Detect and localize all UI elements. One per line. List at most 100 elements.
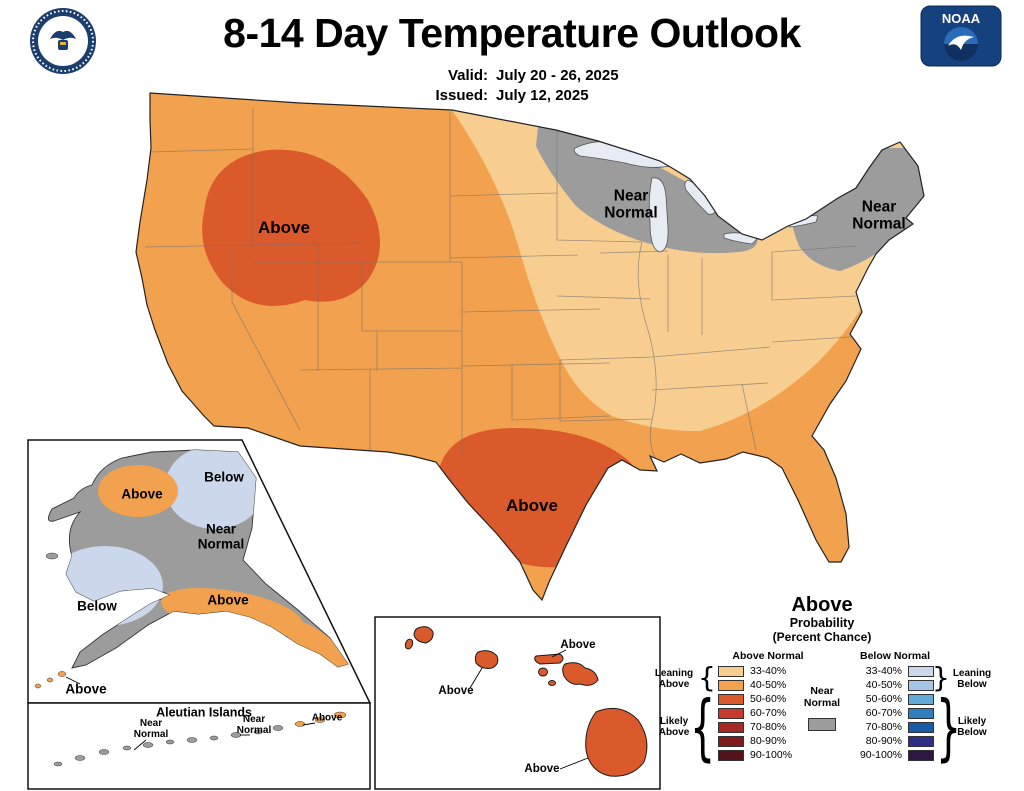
- label-pointer-line: [65, 676, 81, 685]
- legend-above-swatch: [718, 679, 744, 691]
- legend-row-label-above: 50-60%: [750, 693, 787, 705]
- legend-group-likely-above: Likely Above: [658, 716, 690, 738]
- hawaii-label-above-west: Above: [438, 684, 474, 697]
- hawaii-label-above-northwest: Above: [560, 638, 596, 651]
- leaning-above-brace: {: [698, 661, 716, 694]
- legend-row-label-below: 33-40%: [865, 665, 902, 677]
- legend-row-label-above: 70-80%: [750, 721, 787, 733]
- legend-group-leaning-above: Leaning Above: [654, 668, 694, 690]
- aleutian-label-above: Above: [311, 712, 343, 724]
- issued-value: July 12, 2025: [496, 87, 589, 104]
- hawaii-inset-border: [374, 616, 661, 790]
- legend-below-swatch: [908, 721, 934, 733]
- issued-label: Issued:: [435, 87, 488, 104]
- leaning-below-brace: }: [932, 661, 950, 694]
- alaska-label-above-south: Above: [207, 592, 249, 608]
- aleutian-label-near-normal-west: Near Normal: [133, 718, 169, 740]
- alaska-label-below-north: Below: [204, 469, 244, 485]
- island-maui: [562, 662, 599, 686]
- aleutian-islands: [53, 711, 347, 767]
- likely-above-brace: {: [690, 685, 716, 769]
- aleutian-inset-border: [27, 702, 371, 790]
- great-lakes: [573, 141, 819, 253]
- legend-row: 50-60% 50-60%: [718, 692, 934, 706]
- legend-row-label-below: 40-50%: [865, 679, 902, 691]
- island-kauai: [413, 626, 434, 644]
- legend-subtitle: Probability: [789, 616, 855, 630]
- island-oahu: [474, 650, 499, 669]
- conus-label-above-south: Above: [506, 495, 558, 515]
- hawaii-pointer-lines: [469, 649, 589, 770]
- legend-row: 80-90% 80-90%: [718, 734, 934, 748]
- legend-row-label-above: 60-70%: [750, 707, 787, 719]
- legend-row-label-below: 80-90%: [865, 735, 902, 747]
- likely-below-brace: }: [936, 685, 962, 769]
- legend-near-normal-label: Near Normal: [803, 685, 841, 709]
- st-lawrence-island: [45, 552, 59, 560]
- alaska-label-above-northwest: Above: [121, 486, 163, 502]
- alaska-region-above-panhandle: [283, 619, 348, 668]
- aleutian-label-near-normal-east: Near Normal: [236, 714, 272, 736]
- valid-label: Valid:: [447, 67, 488, 84]
- legend-title: Above: [791, 594, 853, 616]
- legend-above-swatch: [718, 721, 744, 733]
- conus-outline: [135, 92, 925, 602]
- island-lanai: [538, 667, 548, 677]
- legend-subtitle2: (Percent Chance): [772, 630, 872, 644]
- legend-row-label-above: 33-40%: [750, 665, 787, 677]
- page-title: 8-14 Day Temperature Outlook: [223, 10, 801, 56]
- hawaii-label-above-island: Above: [524, 762, 560, 775]
- legend-row-label-below: 70-80%: [865, 721, 902, 733]
- alaska-peninsula-islands: [34, 671, 67, 689]
- legend: Above Probability (Percent Chance) Above…: [650, 594, 1024, 790]
- legend-group-likely-below: Likely Below: [957, 716, 987, 738]
- legend-group-leaning-below: Leaning Below: [952, 668, 992, 690]
- legend-row: 33-40% 33-40%: [718, 664, 934, 678]
- alaska-region-below-north: [165, 450, 265, 529]
- conus-label-above-northwest: Above: [258, 217, 310, 237]
- conus-label-near-normal-midwest: Near Normal: [604, 187, 658, 221]
- conus-label-near-normal-northeast: Near Normal: [852, 198, 906, 232]
- legend-above-header: Above Normal: [732, 650, 804, 662]
- legend-above-swatch: [718, 693, 744, 705]
- state-borders: [144, 108, 866, 466]
- legend-below-swatch: [908, 679, 934, 691]
- doc-seal-logo: [30, 8, 96, 74]
- alaska-label-below-west: Below: [77, 598, 117, 614]
- noaa-logo-text: NOAA: [942, 11, 981, 26]
- legend-row-label-below: 90-100%: [859, 749, 902, 761]
- lake-michigan: [648, 177, 669, 253]
- legend-row-label-above: 90-100%: [750, 749, 793, 761]
- legend-below-swatch: [908, 693, 934, 705]
- aleutian-title: Aleutian Islands: [156, 705, 252, 720]
- legend-below-swatch: [908, 707, 934, 719]
- legend-row: 40-50% 40-50%: [718, 678, 934, 692]
- legend-row-label-below: 60-70%: [865, 707, 902, 719]
- legend-row-label-above: 80-90%: [750, 735, 787, 747]
- island-niihau: [404, 638, 414, 650]
- legend-row: 60-70% 60-70%: [718, 706, 934, 720]
- alaska-label-above-islands: Above: [65, 681, 107, 697]
- legend-near-normal-swatch: [808, 718, 836, 731]
- legend-below-header: Below Normal: [859, 650, 930, 662]
- legend-above-swatch: [718, 749, 744, 761]
- hawaii-islands: [404, 626, 648, 777]
- legend-below-swatch: [908, 735, 934, 747]
- legend-row: 70-80% 70-80%: [718, 720, 934, 734]
- conus-region-above-50-60-northwest: [202, 149, 380, 306]
- island-molokai: [534, 653, 564, 665]
- legend-row-label-above: 40-50%: [750, 679, 787, 691]
- validity-block: Valid: July 20 - 26, 2025 Issued: July 1…: [400, 66, 619, 106]
- legend-row-label-below: 50-60%: [865, 693, 902, 705]
- alaska-label-near-normal: Near Normal: [197, 521, 245, 551]
- island-kahoolawe: [548, 680, 556, 686]
- alaska-region-above-northwest: [98, 465, 178, 517]
- legend-above-swatch: [718, 735, 744, 747]
- legend-row: 90-100% 90-100%: [718, 748, 934, 762]
- legend-above-swatch: [718, 707, 744, 719]
- valid-value: July 20 - 26, 2025: [496, 67, 619, 84]
- noaa-gull-icon: [948, 35, 974, 50]
- legend-below-swatch: [908, 665, 934, 677]
